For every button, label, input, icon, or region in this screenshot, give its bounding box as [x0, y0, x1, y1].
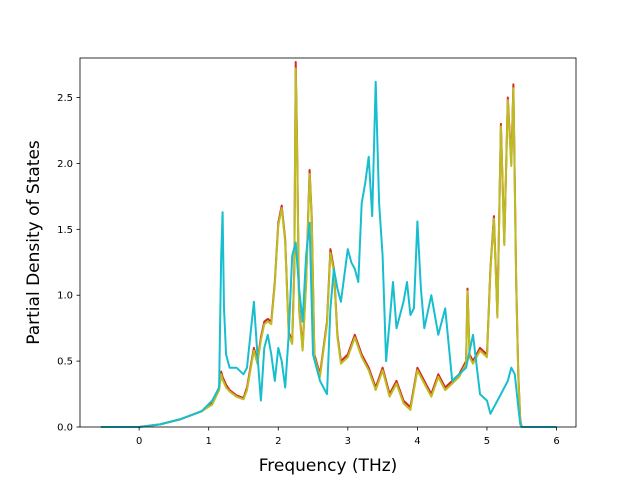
x-tick-label: 2 [275, 436, 281, 447]
y-tick-label: 2.0 [57, 159, 73, 170]
x-tick-label: 5 [484, 436, 490, 447]
x-axis-label: Frequency (THz) [259, 456, 398, 476]
x-tick-label: 1 [206, 436, 212, 447]
plot-frame [79, 57, 577, 428]
series-layer [100, 61, 557, 428]
y-axis-label: Partial Density of States [24, 140, 44, 345]
x-axis: 0 1 2 3 4 5 6 [136, 427, 560, 447]
y-tick-label: 2.5 [57, 93, 73, 104]
x-tick-label: 4 [414, 436, 420, 447]
y-tick-label: 0.5 [57, 357, 73, 368]
y-axis: 0.0 0.5 1.0 1.5 2.0 2.5 [57, 93, 80, 434]
x-tick-label: 0 [136, 436, 142, 447]
y-tick-label: 0.0 [57, 423, 73, 434]
y-tick-label: 1.5 [57, 225, 73, 236]
series-line-2 [100, 67, 557, 428]
x-tick-label: 6 [553, 436, 559, 447]
y-tick-label: 1.0 [57, 291, 73, 302]
series-line-3 [100, 80, 557, 428]
x-tick-label: 3 [345, 436, 351, 447]
